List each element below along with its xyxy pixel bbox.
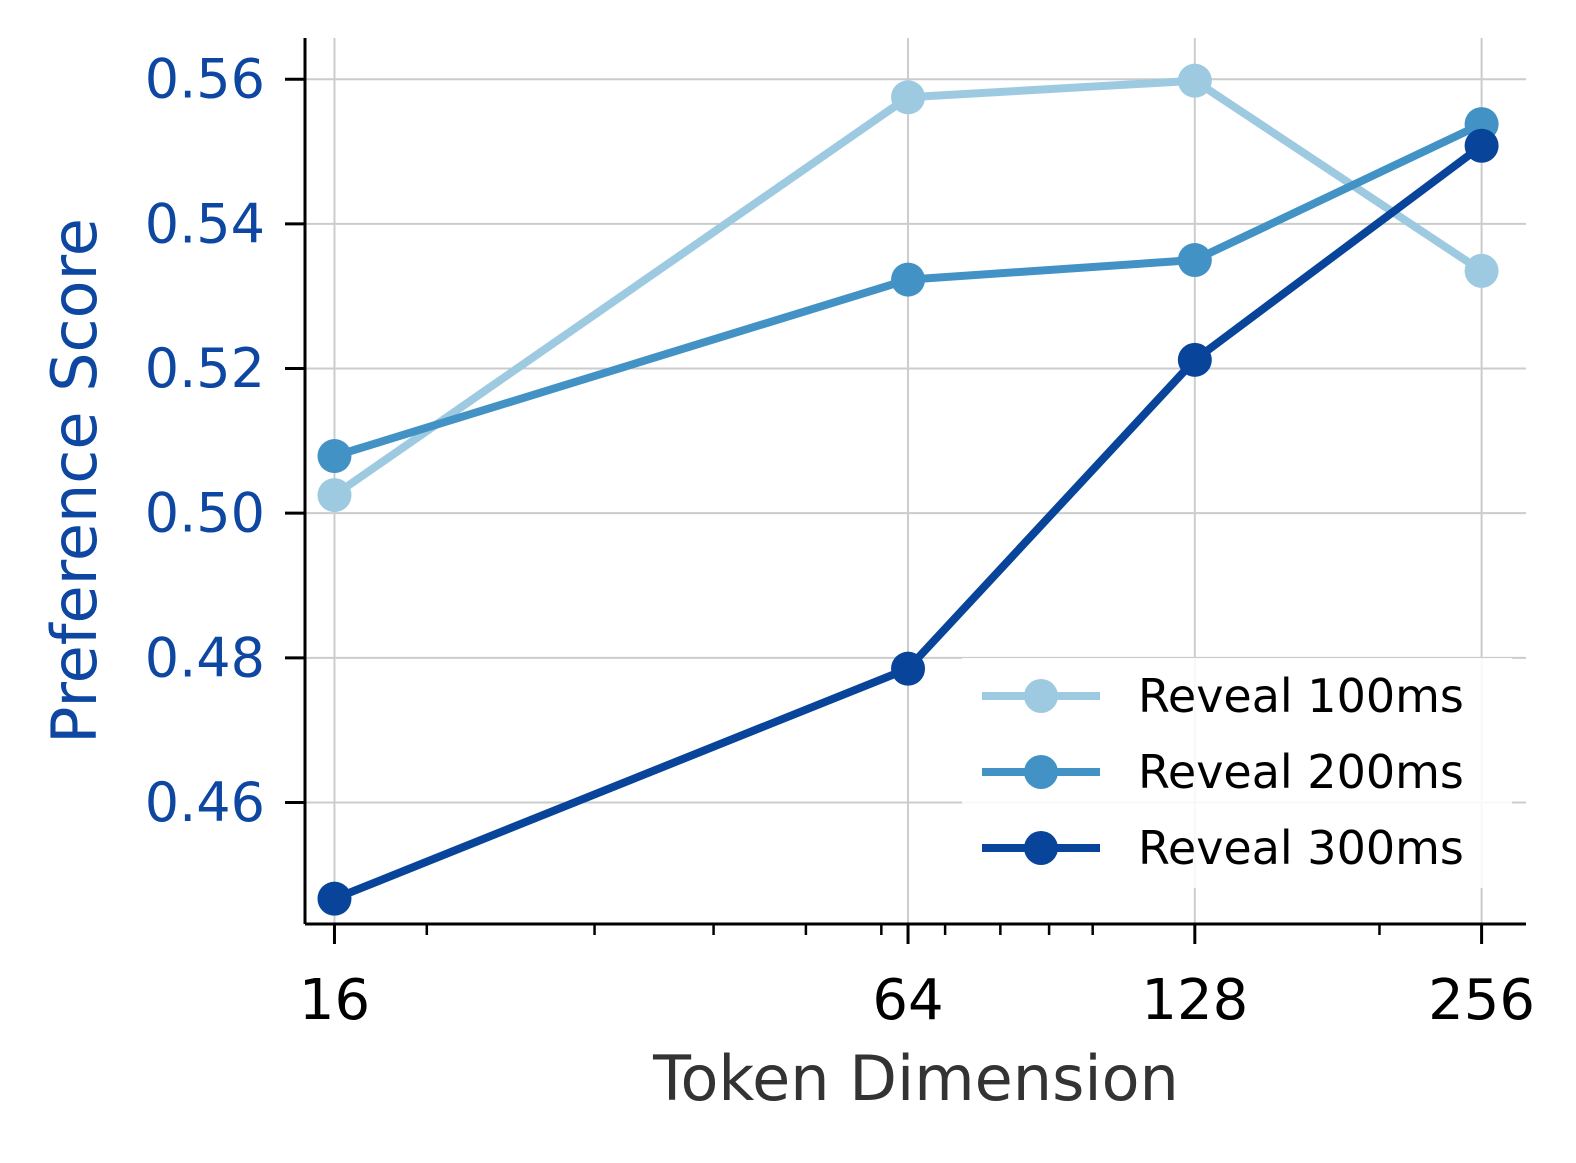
y-tick-label: 0.50 bbox=[145, 482, 265, 545]
y-tick-label: 0.48 bbox=[145, 626, 265, 689]
y-tick-label: 0.52 bbox=[145, 337, 265, 400]
data-point bbox=[317, 478, 352, 513]
series-group bbox=[317, 128, 1499, 916]
legend: Reveal 100ms Reveal 200ms Reveal 300ms bbox=[962, 658, 1512, 888]
x-tick-label: 256 bbox=[1428, 968, 1535, 1033]
y-tick-label: 0.46 bbox=[145, 771, 265, 834]
legend-label: Reveal 300ms bbox=[1138, 821, 1464, 875]
ticks: 0.46 0.48 0.50 0.52 0.54 0.56 16 64 128 256 bbox=[145, 48, 1535, 1033]
x-tick-label: 64 bbox=[872, 968, 943, 1033]
legend-label: Reveal 200ms bbox=[1138, 745, 1464, 799]
x-tick-label: 128 bbox=[1141, 968, 1248, 1033]
legend-swatch-marker bbox=[1024, 755, 1058, 789]
x-axis-title: Token Dimension bbox=[652, 1042, 1179, 1115]
series-line bbox=[330, 141, 1486, 903]
x-tick-label: 16 bbox=[299, 968, 370, 1033]
axes bbox=[303, 38, 1526, 926]
data-point bbox=[1177, 342, 1212, 377]
data-point bbox=[1177, 63, 1212, 98]
data-point bbox=[891, 262, 926, 297]
data-point bbox=[891, 80, 926, 115]
y-axis-title: Preference Score bbox=[38, 218, 111, 744]
legend-label: Reveal 100ms bbox=[1138, 669, 1464, 723]
legend-item: Reveal 200ms bbox=[982, 745, 1464, 799]
legend-swatch-marker bbox=[1024, 679, 1058, 713]
y-tick-label: 0.54 bbox=[145, 192, 265, 255]
data-point bbox=[891, 651, 926, 686]
series-line bbox=[330, 76, 1486, 500]
series bbox=[317, 63, 1499, 916]
data-point bbox=[1464, 128, 1499, 163]
series-line bbox=[330, 120, 1486, 460]
data-point bbox=[1464, 253, 1499, 288]
y-tick-label: 0.56 bbox=[145, 48, 265, 111]
data-point bbox=[1177, 243, 1212, 278]
series-group bbox=[317, 63, 1499, 513]
legend-swatch-marker bbox=[1024, 831, 1058, 865]
data-point bbox=[317, 881, 352, 916]
data-point bbox=[317, 439, 352, 474]
legend-item: Reveal 300ms bbox=[982, 821, 1464, 875]
legend-item: Reveal 100ms bbox=[982, 669, 1464, 723]
